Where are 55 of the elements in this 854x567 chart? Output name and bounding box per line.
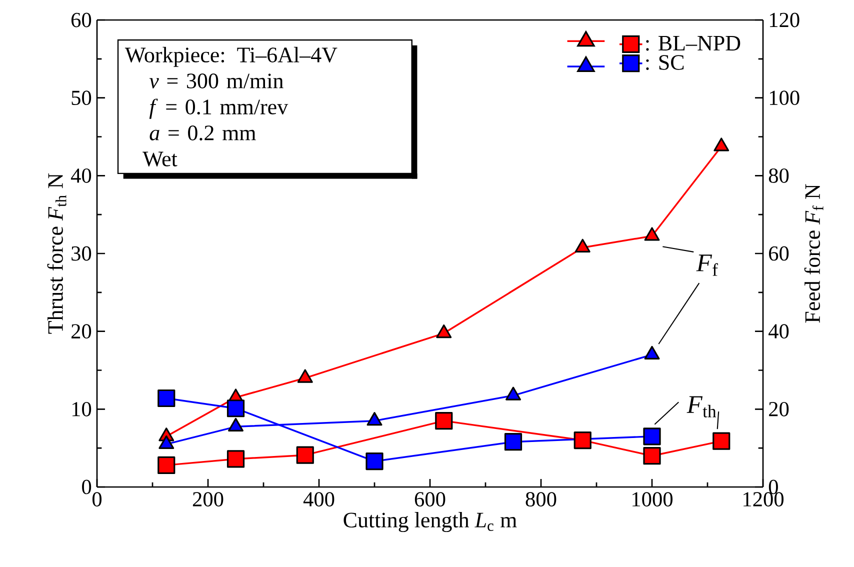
y-tick-label: 20 (72, 324, 92, 339)
point (644, 227, 660, 241)
point (574, 238, 590, 252)
point (574, 431, 592, 450)
x-tick-label: 800 (526, 492, 556, 506)
x-axis-title: Cutting length L$_{c}$ m (344, 512, 517, 532)
y-tick-label: 50 (72, 90, 92, 106)
y2-tick-label: 0 (768, 480, 778, 494)
x-tick-label: 1000 (632, 492, 673, 506)
point (226, 400, 245, 418)
point (712, 432, 730, 450)
point (714, 138, 730, 152)
point (644, 346, 660, 360)
annotation: F$_{th}$ (686, 396, 716, 418)
y-tick-label: 0 (82, 480, 92, 494)
point (435, 412, 453, 430)
x-tick-label: 200 (192, 492, 224, 506)
x-tick-label: 0 (92, 492, 102, 506)
point (158, 435, 174, 449)
annotation: a = 0.2 mm (150, 126, 256, 140)
point (504, 433, 522, 451)
point (366, 452, 384, 470)
y2-tick-label: 80 (768, 168, 789, 183)
annotation: Workpiece: Ti–6Al–4V (124, 46, 338, 67)
point (226, 450, 245, 468)
point (366, 412, 382, 426)
y-tick-label: 10 (72, 402, 92, 416)
y-tick-label: 40 (70, 168, 92, 183)
point (158, 456, 176, 474)
y-tick-label: 60 (71, 12, 92, 28)
legend-label: : SC (646, 55, 684, 70)
x-tick-label: 400 (303, 492, 334, 506)
y2-tick-label: 20 (769, 402, 789, 416)
annotation: F$_{f}$ (696, 254, 718, 276)
point (643, 428, 661, 446)
x-tick-label: 600 (414, 492, 446, 506)
point (297, 369, 313, 383)
y2-tick-label: 120 (770, 12, 800, 28)
point (436, 324, 452, 338)
y2-tick-label: 100 (770, 90, 800, 106)
point (643, 447, 661, 465)
annotation: Wet (142, 152, 178, 167)
y-axis-title: Thrust force F$_{th}$ N (47, 173, 66, 334)
annotation: f = 0.1 mm/rev (149, 98, 288, 119)
point (158, 389, 176, 408)
x-tick-label: 1200 (744, 492, 784, 506)
legend-label: : BL–NPD (646, 36, 740, 51)
annotation: v = 300 m/min (149, 74, 284, 88)
point (506, 386, 521, 400)
y-tick-label: 30 (72, 246, 92, 261)
y2-axis-title: Feed force F$_{f}$ N (804, 184, 824, 323)
point (296, 446, 314, 464)
y2-tick-label: 40 (768, 324, 789, 339)
y2-tick-label: 60 (769, 246, 789, 261)
point (228, 418, 244, 432)
